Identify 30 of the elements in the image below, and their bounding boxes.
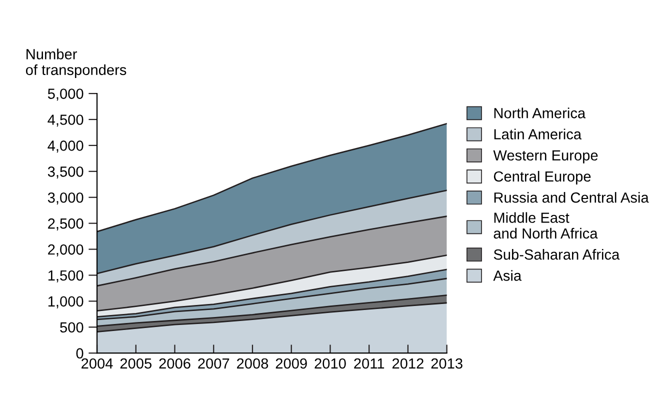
x-tick-label: 2008 [237, 358, 268, 369]
y-axis-title: Number of transponders [26, 48, 126, 78]
x-tick-label: 2009 [276, 358, 307, 369]
legend-label: Western Europe [493, 150, 598, 164]
y-tick-label: 500 [60, 322, 84, 333]
x-tick-label: 2005 [120, 358, 152, 369]
x-tick-label: 2012 [392, 358, 424, 369]
x-tick-label: 2006 [159, 358, 190, 369]
legend-label: Sub-Saharan Africa [494, 249, 620, 260]
legend-label: Central Europe [494, 170, 591, 185]
x-tick-label: 2007 [198, 358, 230, 369]
y-tick-label: 4,500 [48, 114, 84, 127]
y-tick-label: 0 [76, 348, 84, 359]
x-tick-label: 2013 [431, 358, 462, 369]
x-tick-label: 2004 [82, 358, 113, 369]
y-tick-label: 2,500 [48, 218, 84, 230]
y-tick-label: 5,000 [48, 88, 84, 101]
y-tick-label: 3,500 [48, 166, 84, 179]
legend-label: Middle East and North Africa [494, 212, 598, 239]
x-tick-label: 2011 [354, 358, 384, 369]
y-tick-label: 4,000 [48, 140, 84, 153]
legend-label: Asia [493, 270, 522, 281]
y-tick-label: 3,000 [48, 192, 84, 204]
y-tick-label: 1,000 [48, 296, 84, 308]
x-tick-label: 2010 [314, 358, 346, 369]
y-tick-label: 1,500 [48, 270, 84, 282]
legend-label: Russia and Central Asia [494, 192, 649, 203]
y-tick-label: 2,000 [48, 244, 84, 256]
legend-label: Latin America [494, 128, 582, 140]
legend-label: North America [494, 108, 586, 118]
